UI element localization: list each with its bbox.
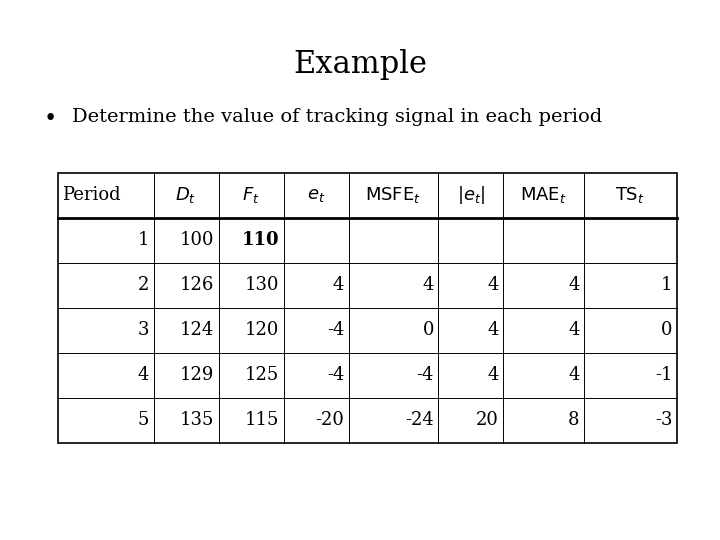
Text: 135: 135	[180, 411, 215, 429]
Text: $e_t$: $e_t$	[307, 186, 325, 204]
Text: 125: 125	[245, 366, 279, 384]
Bar	[58, 173, 677, 443]
Text: 3: 3	[138, 321, 149, 339]
Text: 8: 8	[568, 411, 580, 429]
Text: 0: 0	[423, 321, 434, 339]
Text: $\mathrm{MAE}_t$: $\mathrm{MAE}_t$	[521, 185, 567, 205]
Text: 130: 130	[245, 276, 279, 294]
Text: $|e_t|$: $|e_t|$	[456, 184, 485, 206]
Text: 1: 1	[661, 276, 672, 294]
Text: Determine the value of tracking signal in each period: Determine the value of tracking signal i…	[72, 108, 602, 126]
Text: -24: -24	[405, 411, 434, 429]
Text: $\mathrm{TS}_t$: $\mathrm{TS}_t$	[616, 185, 645, 205]
Text: -20: -20	[315, 411, 344, 429]
Text: -1: -1	[655, 366, 672, 384]
Text: Period: Period	[62, 186, 120, 204]
Text: 1: 1	[138, 231, 149, 249]
Text: 4: 4	[487, 366, 499, 384]
Text: 124: 124	[180, 321, 215, 339]
Text: -4: -4	[327, 366, 344, 384]
Text: 4: 4	[487, 321, 499, 339]
Text: -4: -4	[327, 321, 344, 339]
Text: Example: Example	[293, 49, 427, 79]
Text: 4: 4	[487, 276, 499, 294]
Text: •: •	[43, 108, 56, 130]
Text: 115: 115	[245, 411, 279, 429]
Text: 4: 4	[423, 276, 434, 294]
Text: 4: 4	[333, 276, 344, 294]
Text: -4: -4	[417, 366, 434, 384]
Text: 120: 120	[245, 321, 279, 339]
Text: 4: 4	[568, 366, 580, 384]
Text: 5: 5	[138, 411, 149, 429]
Text: 100: 100	[180, 231, 215, 249]
Text: 129: 129	[180, 366, 215, 384]
Text: $F_t$: $F_t$	[242, 185, 260, 205]
Text: 4: 4	[568, 321, 580, 339]
Text: $D_t$: $D_t$	[176, 185, 197, 205]
Text: $\mathrm{MSFE}_t$: $\mathrm{MSFE}_t$	[366, 185, 422, 205]
Text: 0: 0	[661, 321, 672, 339]
Text: 4: 4	[568, 276, 580, 294]
Text: 2: 2	[138, 276, 149, 294]
Text: 20: 20	[476, 411, 499, 429]
Text: 126: 126	[180, 276, 215, 294]
Text: 110: 110	[242, 231, 279, 249]
Text: -3: -3	[655, 411, 672, 429]
Text: 4: 4	[138, 366, 149, 384]
